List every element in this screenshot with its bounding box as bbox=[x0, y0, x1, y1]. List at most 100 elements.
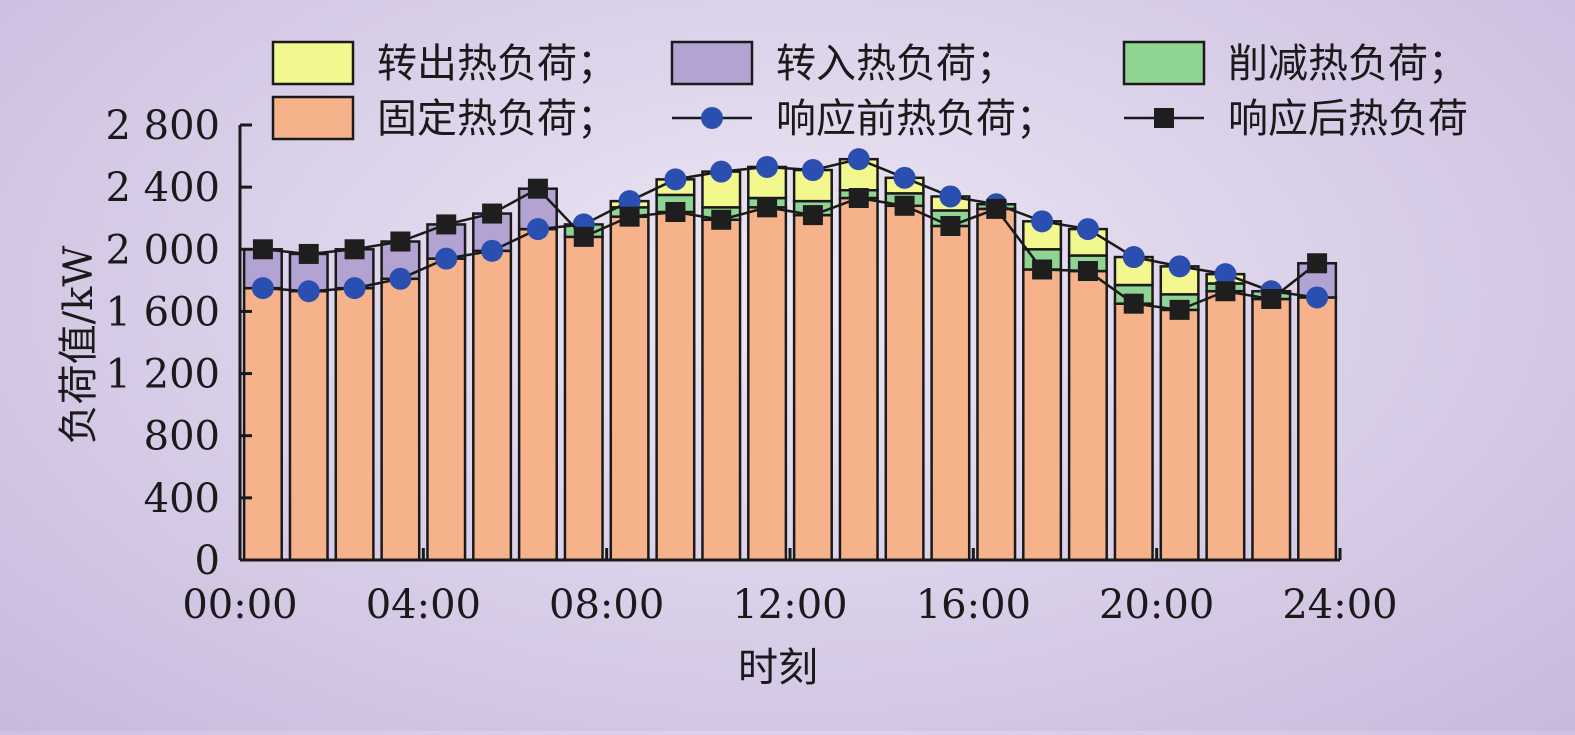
point-before-4 bbox=[389, 267, 412, 290]
bar-fixed-22 bbox=[1205, 289, 1246, 562]
point-after-13 bbox=[802, 205, 823, 226]
bar-fixed-8 bbox=[563, 235, 604, 562]
y-tick-label-400: 400 bbox=[144, 476, 220, 522]
x-tick-label-0: 00:00 bbox=[182, 582, 297, 628]
bar-fixed-23 bbox=[1251, 297, 1292, 562]
point-after-24 bbox=[1307, 253, 1328, 274]
point-after-3 bbox=[344, 239, 365, 260]
bar-fixed-4 bbox=[380, 277, 421, 562]
legend-item-before: 响应前热负荷； bbox=[672, 96, 1056, 142]
y-tick-label-2400: 2 400 bbox=[105, 165, 220, 211]
point-after-11 bbox=[711, 209, 732, 230]
point-before-2 bbox=[297, 280, 320, 303]
point-before-22 bbox=[1214, 263, 1237, 286]
bar-transfer_out-21 bbox=[1159, 265, 1200, 296]
legend-item-after: 响应后热负荷 bbox=[1124, 96, 1468, 142]
y-tick-label-1600: 1 600 bbox=[105, 289, 220, 335]
legend-swatch-transfer_in bbox=[670, 40, 754, 86]
point-after-18 bbox=[1032, 259, 1053, 280]
point-before-19 bbox=[1076, 218, 1099, 241]
point-before-16 bbox=[939, 185, 962, 208]
load-lines bbox=[251, 148, 1329, 320]
point-after-7 bbox=[527, 178, 548, 199]
bar-fixed-5 bbox=[426, 257, 467, 562]
point-after-15 bbox=[894, 195, 915, 216]
legend-label-transfer_in: 转入热负荷； bbox=[776, 41, 1016, 87]
point-before-20 bbox=[1122, 246, 1145, 269]
bar-fixed-15 bbox=[884, 204, 925, 562]
point-before-6 bbox=[481, 239, 504, 262]
point-before-11 bbox=[710, 160, 733, 183]
point-before-1 bbox=[251, 277, 274, 300]
x-tick-label-16: 16:00 bbox=[916, 582, 1031, 628]
bar-fixed-2 bbox=[288, 289, 329, 562]
point-after-2 bbox=[298, 243, 319, 264]
point-after-16 bbox=[940, 215, 961, 236]
x-tick-label-12: 12:00 bbox=[732, 582, 847, 628]
y-axis-title: 负荷值/kW bbox=[56, 246, 102, 445]
y-tick-label-1200: 1 200 bbox=[105, 352, 220, 398]
y-tick-label-2000: 2 000 bbox=[105, 227, 220, 273]
point-after-20 bbox=[1123, 293, 1144, 314]
legend-swatch-fixed bbox=[271, 95, 355, 141]
point-after-9 bbox=[619, 206, 640, 227]
bar-fixed-20 bbox=[1113, 302, 1154, 562]
point-after-23 bbox=[1261, 289, 1282, 309]
point-before-9 bbox=[618, 190, 641, 213]
x-tick-label-8: 08:00 bbox=[549, 582, 664, 628]
stacked-bars bbox=[242, 157, 1338, 562]
legend-label-transfer_out: 转出热负荷； bbox=[377, 41, 617, 87]
bar-fixed-7 bbox=[517, 227, 558, 562]
point-before-21 bbox=[1168, 255, 1191, 278]
point-after-4 bbox=[390, 231, 411, 252]
legend-item-transfer_out: 转出热负荷； bbox=[271, 40, 617, 87]
point-after-12 bbox=[757, 197, 778, 218]
bar-fixed-1 bbox=[242, 286, 283, 562]
point-before-7 bbox=[526, 218, 549, 241]
bar-fixed-24 bbox=[1297, 296, 1338, 562]
point-before-14 bbox=[847, 148, 870, 171]
legend: 转出热负荷； 转入热负荷； 削减热负荷； 固定热负荷； 响应前热负荷； 响应后热负荷 bbox=[271, 40, 1468, 142]
point-before-24 bbox=[1306, 286, 1329, 309]
legend-label-after: 响应后热负荷 bbox=[1228, 96, 1468, 142]
bar-fixed-17 bbox=[976, 207, 1017, 562]
point-after-14 bbox=[848, 188, 869, 209]
legend-label-before: 响应前热负荷； bbox=[776, 96, 1056, 142]
point-before-3 bbox=[343, 277, 366, 300]
bar-fixed-21 bbox=[1159, 308, 1200, 562]
bar-fixed-16 bbox=[930, 224, 971, 562]
point-after-6 bbox=[482, 203, 503, 224]
line-after bbox=[262, 187, 1318, 312]
legend-swatch-transfer_out bbox=[271, 40, 355, 86]
bar-fixed-9 bbox=[609, 215, 650, 562]
point-after-21 bbox=[1169, 299, 1190, 320]
bar-fixed-19 bbox=[1067, 269, 1108, 562]
bar-transfer_out-11 bbox=[701, 170, 742, 209]
bar-fixed-18 bbox=[1022, 268, 1063, 562]
point-before-18 bbox=[1031, 210, 1054, 233]
point-before-10 bbox=[664, 168, 687, 191]
bar-fixed-10 bbox=[655, 210, 696, 562]
point-before-13 bbox=[801, 159, 824, 182]
bar-fixed-6 bbox=[472, 249, 513, 562]
bar-fixed-3 bbox=[334, 286, 375, 562]
bar-fixed-11 bbox=[701, 218, 742, 562]
y-tick-label-0: 0 bbox=[195, 538, 220, 584]
legend-label-curtailed: 削减热负荷； bbox=[1228, 41, 1468, 87]
x-tick-label-20: 20:00 bbox=[1099, 582, 1214, 628]
legend-marker-before bbox=[701, 107, 723, 129]
legend-item-transfer_in: 转入热负荷； bbox=[670, 40, 1016, 87]
legend-item-curtailed: 削减热负荷； bbox=[1122, 40, 1468, 87]
y-tick-label-800: 800 bbox=[144, 414, 220, 460]
point-before-12 bbox=[756, 155, 779, 178]
x-axis-title: 时刻 bbox=[738, 645, 818, 691]
point-after-22 bbox=[1215, 281, 1236, 302]
x-tick-label-24: 24:00 bbox=[1282, 582, 1397, 628]
x-tick-label-4: 04:00 bbox=[366, 582, 481, 628]
legend-swatch-curtailed bbox=[1122, 40, 1206, 86]
bar-fixed-12 bbox=[747, 206, 788, 562]
point-before-15 bbox=[893, 166, 916, 189]
axes: 0 400 800 1 200 1 600 2 000 2 400 2 800 00:00 04:… bbox=[105, 103, 1397, 628]
